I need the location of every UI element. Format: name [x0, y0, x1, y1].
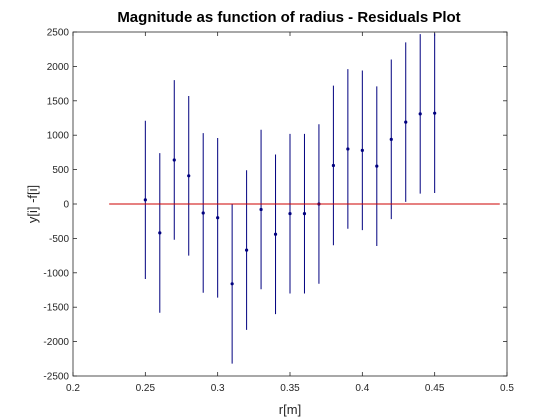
chart-title: Magnitude as function of radius - Residu… — [117, 9, 460, 26]
data-point — [288, 212, 292, 216]
data-point — [302, 212, 307, 216]
data-point — [273, 232, 278, 236]
data-point — [158, 231, 162, 235]
data-layer — [109, 33, 500, 364]
data-point — [143, 198, 147, 202]
y-tick-label: -2500 — [43, 372, 69, 383]
x-tick-label: 0.5 — [500, 383, 514, 394]
data-point — [360, 148, 364, 152]
data-point — [433, 111, 437, 115]
data-point — [346, 147, 350, 151]
y-tick-label: 0 — [63, 200, 69, 211]
data-point — [187, 174, 191, 178]
y-tick-label: -1500 — [43, 303, 69, 314]
x-tick-label: 0.4 — [355, 383, 369, 394]
y-tick-label: 1500 — [47, 96, 70, 107]
x-tick-label: 0.3 — [211, 383, 225, 394]
y-axis-ticks: -2500 -2000 -1500 -1000 -500 0 500 1000 1500 2000… — [43, 28, 507, 383]
x-tick-label: 0.25 — [136, 383, 156, 394]
data-point — [389, 137, 393, 141]
data-point — [245, 248, 249, 252]
y-axis-label: y[i] -f[i] — [25, 185, 40, 223]
data-point — [331, 163, 335, 168]
y-tick-label: 500 — [52, 165, 69, 176]
x-tick-label: 0.45 — [425, 383, 445, 394]
data-point — [216, 216, 220, 220]
data-point — [375, 164, 379, 168]
data-point — [172, 158, 176, 162]
y-tick-label: -500 — [49, 234, 69, 245]
y-tick-label: -2000 — [43, 337, 69, 348]
y-tick-label: 2000 — [47, 62, 70, 73]
x-tick-label: 0.2 — [66, 383, 80, 394]
data-point — [201, 211, 205, 215]
data-point — [418, 112, 422, 116]
y-tick-label: 2500 — [47, 28, 70, 39]
y-tick-label: -1000 — [43, 268, 69, 279]
x-tick-label: 0.35 — [280, 383, 300, 394]
x-axis-ticks: 0.2 0.25 0.3 0.35 0.4 0.45 0.5 — [66, 32, 514, 394]
data-point — [404, 120, 408, 124]
x-axis-label: r[m] — [279, 402, 301, 417]
data-point — [230, 282, 234, 286]
data-point — [259, 207, 263, 212]
y-tick-label: 1000 — [47, 131, 70, 142]
